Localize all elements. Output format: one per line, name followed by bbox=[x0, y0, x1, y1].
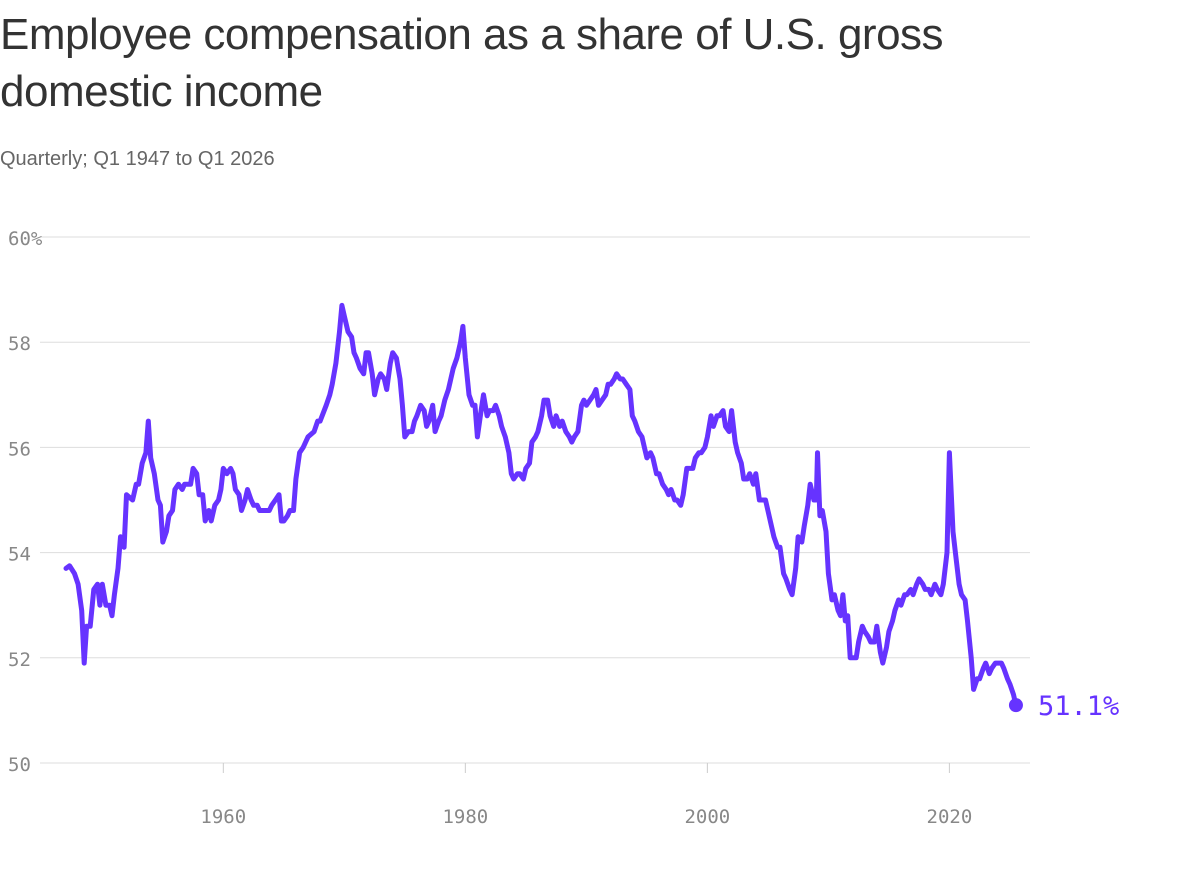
gridlines bbox=[40, 236, 1030, 764]
y-tick-label: 54 bbox=[8, 544, 31, 566]
chart-title: Employee compensation as a share of U.S.… bbox=[0, 10, 944, 116]
x-tick-label: 2020 bbox=[927, 806, 973, 828]
y-tick-label: 56 bbox=[8, 438, 31, 460]
end-point bbox=[1008, 698, 1023, 713]
chart-subtitle: Quarterly; Q1 1947 to Q1 2026 bbox=[0, 148, 275, 170]
y-tick-label: 60% bbox=[8, 228, 43, 250]
x-axis: 1960 1980 2000 2020 bbox=[200, 763, 972, 828]
x-tick-label: 2000 bbox=[684, 806, 730, 828]
x-tick-label: 1980 bbox=[442, 806, 488, 828]
end-value-label: 51.1% bbox=[1038, 691, 1119, 722]
x-tick-label: 1960 bbox=[200, 806, 246, 828]
y-tick-label: 50 bbox=[8, 754, 31, 776]
series-line bbox=[63, 302, 1019, 708]
series-group bbox=[63, 302, 1023, 713]
y-tick-label: 52 bbox=[8, 649, 31, 671]
y-axis: 60% 58 56 54 52 50 bbox=[8, 228, 43, 776]
y-tick-label: 58 bbox=[8, 333, 31, 355]
end-annotation: 51.1% bbox=[1038, 691, 1119, 722]
